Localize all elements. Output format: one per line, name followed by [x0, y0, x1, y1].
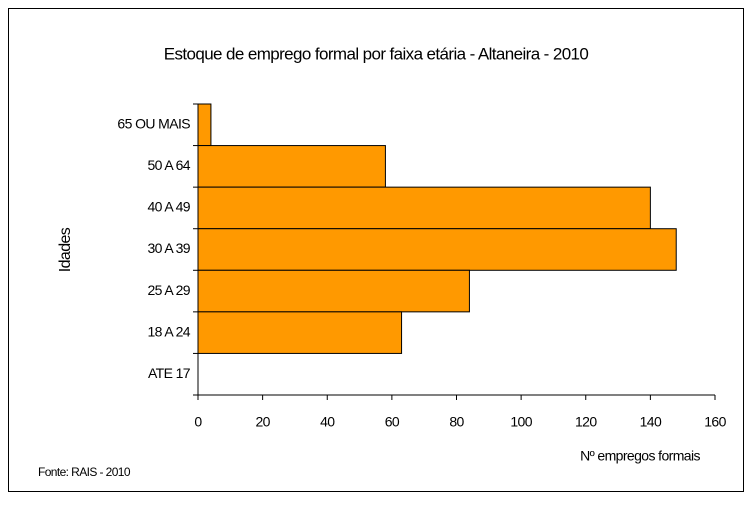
- x-axis-label: Nº empregos formais: [580, 448, 700, 464]
- bar: [197, 228, 677, 271]
- x-tick-label: 140: [640, 414, 662, 430]
- x-tick-label: 60: [385, 414, 400, 430]
- bar: [197, 311, 403, 354]
- y-tick-label: 18 A 24: [147, 323, 190, 339]
- x-tick-label: 20: [255, 414, 270, 430]
- x-tick-label: 40: [320, 414, 335, 430]
- x-tick-label: 160: [704, 414, 726, 430]
- y-tick-label: 65 OU MAIS: [117, 115, 190, 131]
- y-tick-label: 25 A 29: [147, 282, 190, 298]
- y-tick-label: 40 A 49: [147, 199, 190, 215]
- x-tick-label: 0: [194, 414, 202, 430]
- bar: [197, 103, 212, 147]
- y-tick-label: ATE 17: [148, 365, 191, 381]
- y-tick-label: 30 A 39: [147, 240, 190, 256]
- y-tick-label: 50 A 64: [147, 157, 190, 173]
- x-tick-label: 80: [449, 414, 464, 430]
- y-axis-label: Idades: [57, 227, 74, 272]
- bar: [197, 186, 651, 230]
- bar: [197, 145, 386, 188]
- source-note: Fonte: RAIS - 2010: [38, 465, 131, 479]
- bar: [197, 269, 470, 313]
- x-tick-label: 120: [575, 414, 597, 430]
- x-tick-label: 100: [510, 414, 532, 430]
- chart-title: Estoque de emprego formal por faixa etár…: [164, 44, 589, 63]
